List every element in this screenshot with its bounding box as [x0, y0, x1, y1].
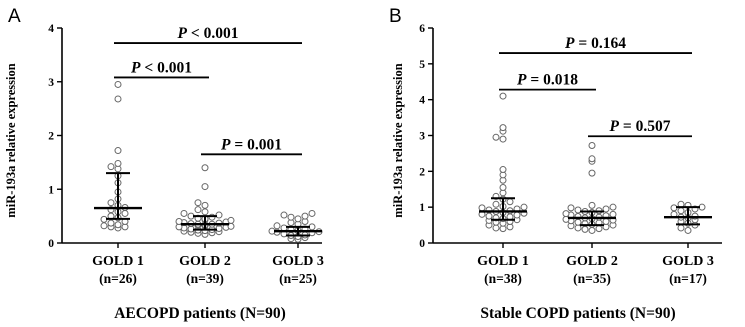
p-value-label: P < 0.001: [178, 25, 239, 42]
y-tick-label: 4: [48, 23, 54, 35]
data-point: [492, 200, 500, 208]
data-point: [602, 218, 610, 225]
category-label: GOLD 1: [92, 254, 144, 269]
category-label: GOLD 3: [662, 254, 714, 269]
data-point: [107, 163, 115, 171]
data-point: [581, 225, 589, 233]
data-point: [301, 212, 309, 220]
category-n-label: (n=38): [484, 271, 522, 286]
p-value-label: P < 0.001: [131, 59, 192, 76]
data-point: [677, 224, 685, 232]
panel-label: A: [8, 6, 21, 27]
p-value-label: P = 0.164: [565, 35, 626, 52]
data-point: [280, 211, 288, 219]
data-point: [201, 164, 209, 172]
data-point: [227, 216, 235, 224]
data-point: [180, 209, 188, 217]
data-point: [114, 80, 122, 88]
data-point: [588, 201, 596, 209]
data-point: [588, 169, 596, 177]
panel-label: B: [389, 6, 402, 27]
y-tick-label: 6: [419, 23, 425, 35]
category-n-label: (n=39): [186, 271, 224, 286]
category-label: GOLD 1: [477, 254, 529, 269]
y-tick-label: 3: [419, 131, 425, 143]
data-point: [588, 142, 596, 150]
data-point: [114, 147, 122, 155]
p-value-label: P = 0.001: [221, 136, 282, 153]
data-point: [506, 198, 514, 206]
data-point: [588, 226, 596, 234]
data-point: [562, 210, 570, 218]
category-n-label: (n=17): [669, 271, 707, 286]
data-point: [492, 224, 500, 232]
data-point: [677, 207, 685, 215]
data-point: [201, 201, 209, 209]
data-point: [588, 155, 596, 163]
category-n-label: (n=26): [99, 271, 137, 286]
data-point: [114, 221, 122, 229]
y-tick-label: 4: [419, 95, 425, 107]
x-axis-title: Stable COPD patients (N=90): [480, 305, 675, 322]
data-point: [175, 218, 183, 225]
data-point: [567, 204, 575, 212]
data-point: [107, 219, 115, 227]
y-tick-label: 0: [48, 238, 54, 250]
data-point: [308, 209, 316, 217]
data-point: [121, 209, 129, 217]
data-point: [499, 92, 507, 100]
data-point: [194, 199, 202, 207]
data-point: [609, 203, 617, 211]
data-point: [273, 222, 281, 230]
data-point: [114, 159, 122, 167]
category-label: GOLD 3: [272, 254, 324, 269]
y-tick-label: 3: [48, 77, 54, 89]
category-label: GOLD 2: [179, 254, 231, 269]
data-point: [684, 226, 692, 234]
y-tick-label: 0: [419, 238, 425, 250]
data-point: [499, 166, 507, 174]
data-point: [499, 183, 507, 191]
data-point: [478, 204, 486, 212]
y-axis-label: miR-193a relative expression: [391, 63, 405, 217]
data-point: [107, 199, 115, 207]
data-point: [499, 135, 507, 143]
y-tick-label: 1: [419, 202, 425, 214]
category-n-label: (n=25): [279, 271, 317, 286]
data-point: [520, 203, 528, 211]
category-label: GOLD 2: [566, 254, 618, 269]
data-point: [485, 212, 493, 220]
data-point: [602, 205, 610, 213]
data-point: [215, 211, 223, 219]
data-point: [595, 225, 603, 233]
data-point: [114, 95, 122, 103]
data-point: [100, 222, 108, 230]
data-point: [492, 133, 500, 141]
category-n-label: (n=35): [573, 271, 611, 286]
data-point: [287, 213, 295, 221]
data-point: [201, 208, 209, 216]
data-point: [513, 211, 521, 219]
data-point: [609, 210, 617, 218]
data-point: [194, 206, 202, 214]
data-point: [499, 124, 507, 132]
y-tick-label: 2: [419, 166, 425, 178]
p-value-label: P = 0.507: [610, 118, 671, 135]
y-axis-label: miR-193a relative expression: [4, 63, 18, 217]
data-point: [294, 215, 302, 223]
x-axis-title: AECOPD patients (N=90): [114, 305, 286, 322]
y-tick-label: 1: [48, 184, 54, 196]
data-point: [201, 183, 209, 191]
data-point: [574, 206, 582, 214]
p-value-label: P = 0.018: [517, 72, 578, 89]
y-tick-label: 5: [419, 59, 425, 71]
y-tick-label: 2: [48, 131, 54, 143]
data-point: [208, 213, 216, 221]
